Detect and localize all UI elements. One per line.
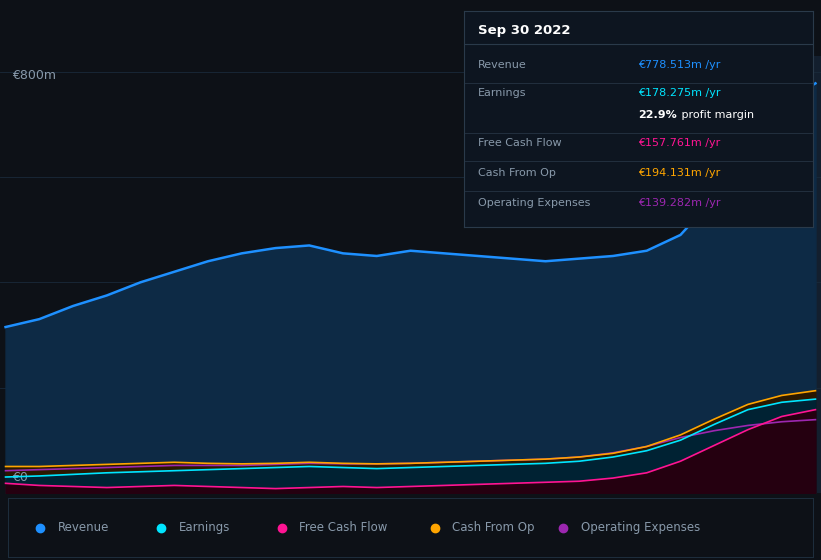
Text: Operating Expenses: Operating Expenses: [581, 521, 700, 534]
Text: 22.9%: 22.9%: [639, 110, 677, 120]
Text: Earnings: Earnings: [478, 88, 526, 98]
Text: Free Cash Flow: Free Cash Flow: [478, 138, 562, 148]
Text: Revenue: Revenue: [478, 60, 526, 70]
Text: Sep 30 2022: Sep 30 2022: [478, 24, 571, 37]
Text: €778.513m /yr: €778.513m /yr: [639, 60, 721, 70]
Text: profit margin: profit margin: [678, 110, 754, 120]
Text: Free Cash Flow: Free Cash Flow: [300, 521, 388, 534]
Text: Earnings: Earnings: [179, 521, 230, 534]
Bar: [690, 56, 821, 493]
Text: €157.761m /yr: €157.761m /yr: [639, 138, 721, 148]
Text: €178.275m /yr: €178.275m /yr: [639, 88, 721, 98]
Text: €139.282m /yr: €139.282m /yr: [639, 198, 721, 208]
Text: €0: €0: [12, 471, 28, 484]
Text: €800m: €800m: [12, 69, 57, 82]
Text: Cash From Op: Cash From Op: [478, 168, 556, 178]
Text: €194.131m /yr: €194.131m /yr: [639, 168, 721, 178]
Text: Revenue: Revenue: [58, 521, 109, 534]
Text: Cash From Op: Cash From Op: [452, 521, 534, 534]
Text: Operating Expenses: Operating Expenses: [478, 198, 590, 208]
